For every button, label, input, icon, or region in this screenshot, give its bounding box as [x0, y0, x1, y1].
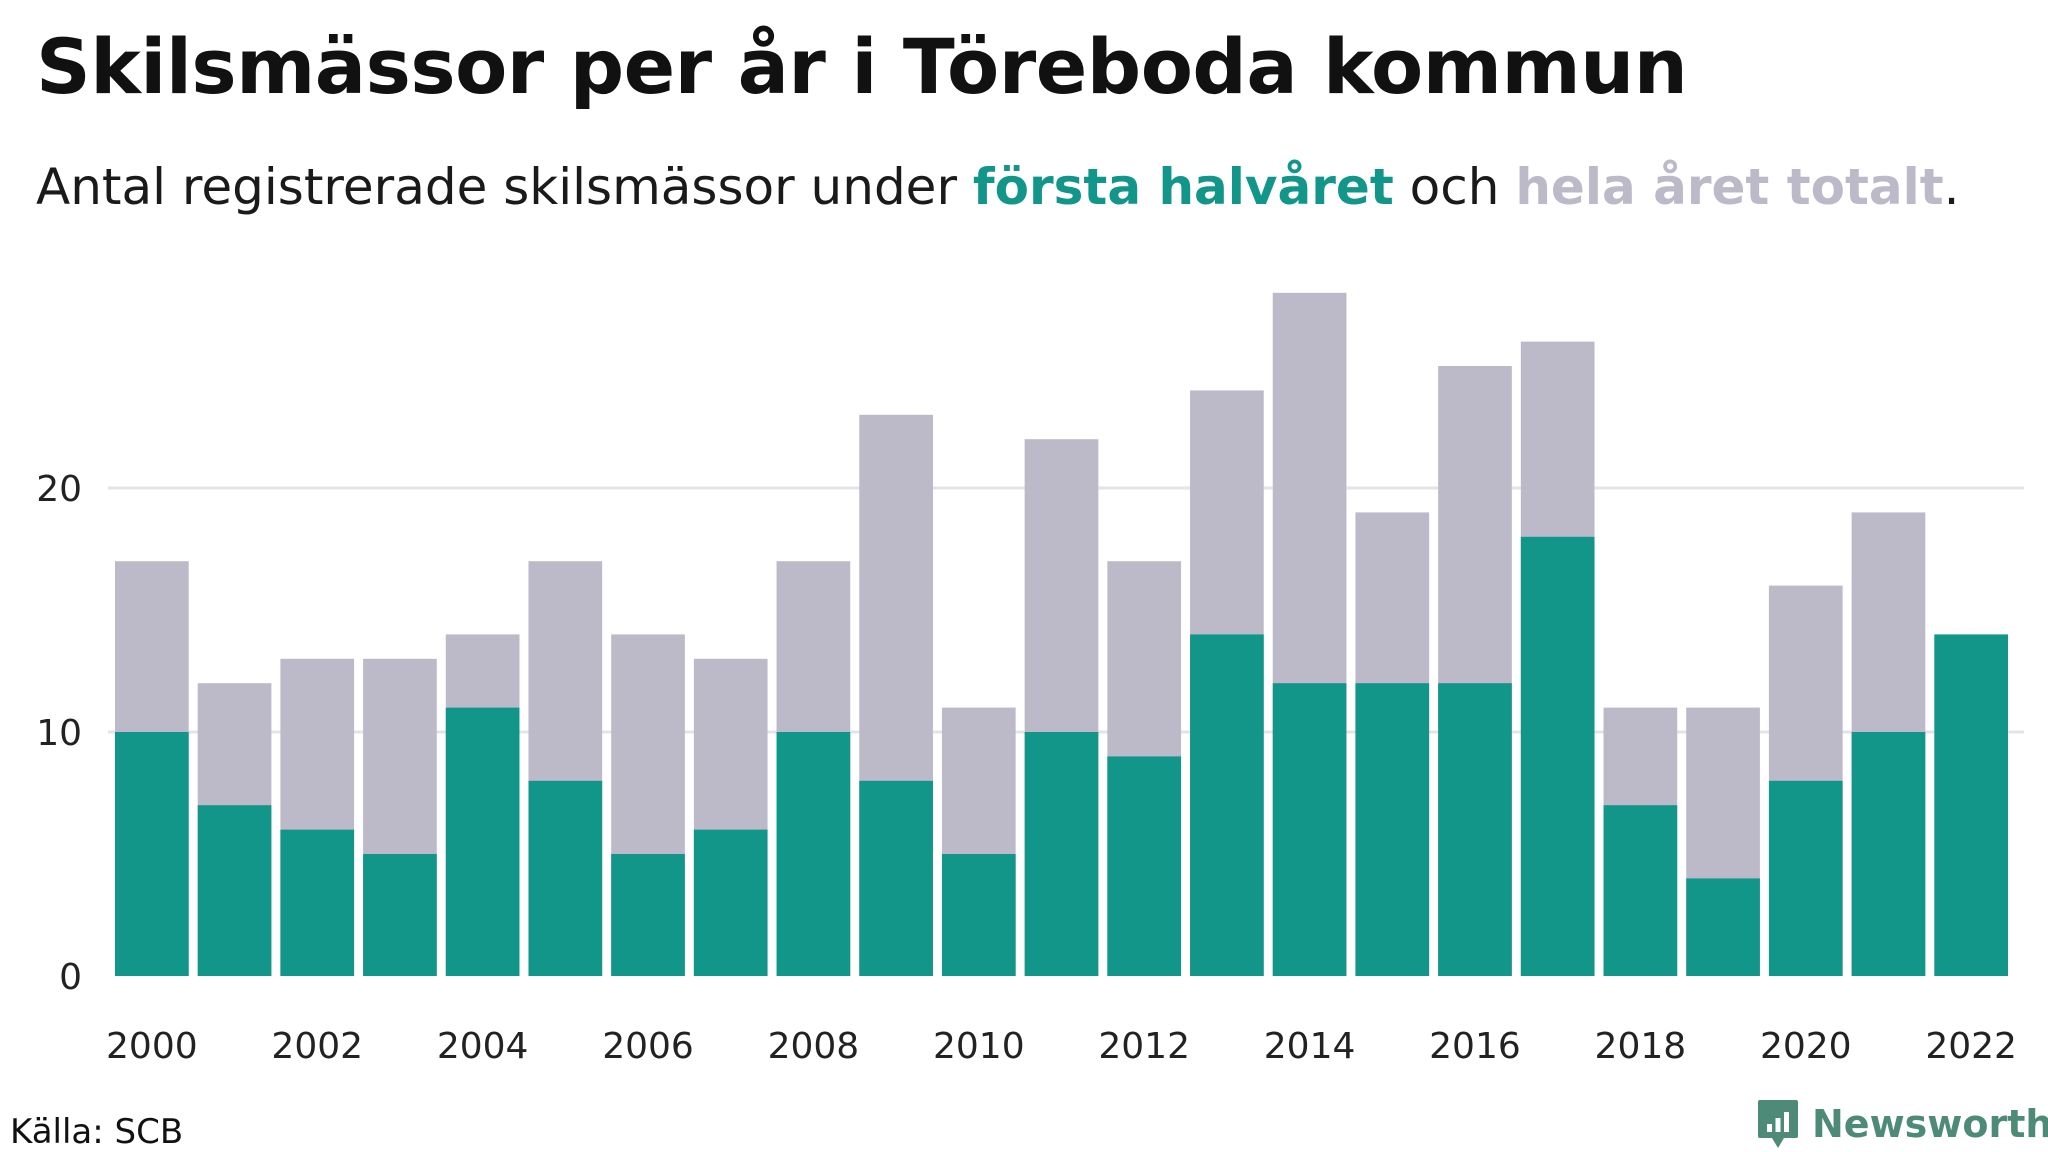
y-tick-label-20: 20: [36, 469, 82, 510]
bar-first-half-2000: [115, 732, 189, 976]
bar-first-half-2001: [197, 805, 272, 976]
bar-first-half-2021: [1851, 732, 1926, 976]
x-tick-label-2022: 2022: [1925, 1026, 2017, 1067]
source-note: Källa: SCB: [10, 1112, 184, 1152]
y-axis-labels: 0 10 20: [36, 469, 82, 998]
newsworthy-logo-icon: [1758, 1100, 1798, 1148]
x-axis-labels: 2000 2002 2004 2006 2008 2010 2012 2014 2016 2018…: [106, 1026, 2017, 1067]
x-tick-label-2012: 2012: [1098, 1026, 1190, 1067]
bar-first-half-2007: [693, 829, 768, 976]
bar-first-half-2010: [941, 854, 1016, 976]
bar-first-half-2011: [1024, 732, 1099, 976]
brand-name: Newsworthy: [1812, 1102, 2048, 1146]
bars-first-half: [115, 536, 2008, 976]
bar-first-half-2014: [1272, 683, 1347, 976]
y-tick-label-0: 0: [59, 957, 82, 998]
bar-first-half-2002: [280, 829, 355, 976]
bar-first-half-2019: [1686, 878, 1760, 976]
bar-first-half-2018: [1603, 805, 1678, 976]
legend-first-half: första halvåret: [972, 158, 1394, 216]
legend-total: hela året totalt: [1515, 158, 1944, 216]
subtitle-suffix: .: [1943, 158, 1960, 216]
x-tick-label-2008: 2008: [768, 1026, 860, 1067]
brand-logo: Newsworthy: [1756, 1098, 2048, 1150]
bar-first-half-2013: [1190, 634, 1264, 976]
bar-first-half-2020: [1768, 780, 1843, 976]
x-tick-label-2018: 2018: [1595, 1026, 1687, 1067]
x-tick-label-2014: 2014: [1264, 1026, 1356, 1067]
chart-title: Skilsmässor per år i Töreboda kommun: [36, 22, 1688, 111]
bar-first-half-2008: [776, 732, 851, 976]
x-tick-label-2006: 2006: [602, 1026, 694, 1067]
bar-first-half-2012: [1107, 756, 1182, 976]
bar-first-half-2005: [528, 780, 603, 976]
y-tick-label-10: 10: [36, 713, 82, 754]
x-tick-label-2010: 2010: [933, 1026, 1025, 1067]
chart-subtitle: Antal registrerade skilsmässor under för…: [36, 158, 1960, 216]
bar-first-half-2015: [1355, 683, 1430, 976]
subtitle-middle: och: [1393, 158, 1516, 216]
subtitle-prefix: Antal registrerade skilsmässor under: [36, 158, 973, 216]
bar-first-half-2003: [363, 854, 437, 976]
bar-first-half-2016: [1438, 683, 1512, 976]
x-tick-label-2020: 2020: [1760, 1026, 1852, 1067]
x-tick-label-2000: 2000: [106, 1026, 198, 1067]
bar-first-half-2006: [611, 854, 685, 976]
bar-first-half-2017: [1520, 536, 1595, 976]
bar-first-half-2004: [445, 707, 520, 976]
x-tick-label-2016: 2016: [1429, 1026, 1521, 1067]
bar-first-half-2009: [859, 780, 933, 976]
x-tick-label-2004: 2004: [437, 1026, 529, 1067]
x-tick-label-2002: 2002: [271, 1026, 363, 1067]
bar-first-half-2022: [1934, 634, 2008, 976]
